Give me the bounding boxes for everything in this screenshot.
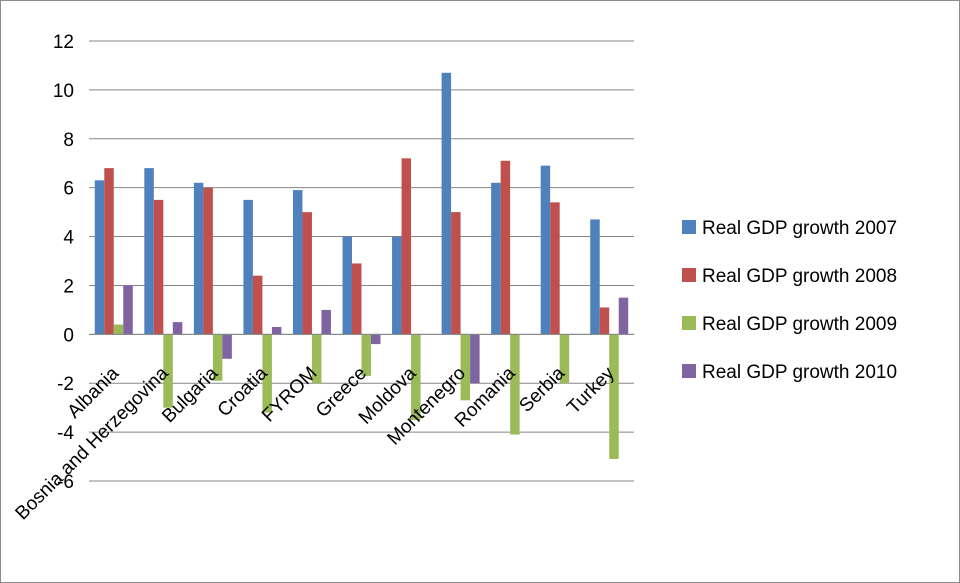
bar-greece-real-gdp-growth-2009 <box>361 334 371 376</box>
bar-bulgaria-real-gdp-growth-2009 <box>212 334 223 381</box>
legend: Real GDP growth 2007 Real GDP growth 2008… <box>682 218 897 383</box>
legend-label-real-gdp-growth-2009: Real GDP growth 2009 <box>702 314 897 335</box>
bar-turkey-real-gdp-growth-2007 <box>590 219 600 335</box>
bar-montenegro-real-gdp-growth-2009 <box>460 334 471 401</box>
bar-croatia-real-gdp-growth-2008 <box>252 275 263 335</box>
bar-turkey-real-gdp-growth-2010 <box>618 297 629 335</box>
bar-albania-real-gdp-growth-2008 <box>104 168 114 335</box>
bar-bosnia-and-herzegovina-real-gdp-growth-2010 <box>172 322 183 335</box>
legend-swatch-real-gdp-growth-2010 <box>682 364 696 378</box>
bar-croatia-real-gdp-growth-2010 <box>271 327 282 335</box>
bar-serbia-real-gdp-growth-2008 <box>550 202 560 335</box>
bar-croatia-real-gdp-growth-2007 <box>243 199 253 335</box>
bar-turkey-real-gdp-growth-2009 <box>609 334 619 459</box>
y-tick-label: 4 <box>63 228 74 249</box>
y-tick-label: 12 <box>53 32 74 53</box>
y-tick-label: 8 <box>63 130 74 151</box>
bar-albania-real-gdp-growth-2010 <box>123 285 133 335</box>
bar-bulgaria-real-gdp-growth-2010 <box>222 334 232 359</box>
x-tick-label-serbia: Serbia <box>515 363 569 417</box>
legend-label-real-gdp-growth-2007: Real GDP growth 2007 <box>702 218 897 239</box>
y-tick-label: -6 <box>57 472 74 493</box>
bar-romania-real-gdp-growth-2007 <box>491 182 501 335</box>
bar-turkey-real-gdp-growth-2008 <box>599 307 610 335</box>
bar-romania-real-gdp-growth-2009 <box>510 334 520 435</box>
y-tick-label: 10 <box>53 81 74 102</box>
bar-moldova-real-gdp-growth-2007 <box>392 236 402 335</box>
bar-montenegro-real-gdp-growth-2007 <box>441 72 452 335</box>
legend-swatch-real-gdp-growth-2007 <box>682 220 696 234</box>
bar-serbia-real-gdp-growth-2007 <box>540 165 551 335</box>
bar-greece-real-gdp-growth-2008 <box>352 263 362 335</box>
legend-label-real-gdp-growth-2008: Real GDP growth 2008 <box>702 266 897 287</box>
bar-serbia-real-gdp-growth-2009 <box>559 334 570 384</box>
bar-bosnia-and-herzegovina-real-gdp-growth-2009 <box>163 334 173 408</box>
bar-greece-real-gdp-growth-2007 <box>342 236 352 335</box>
bar-bosnia-and-herzegovina-real-gdp-growth-2008 <box>153 199 164 335</box>
y-tick-label: -4 <box>57 423 74 444</box>
y-axis-ticks: -6 -4 -2 0 2 4 6 8 10 12 <box>53 32 75 493</box>
bar-croatia-real-gdp-growth-2009 <box>262 334 272 413</box>
bar-albania-real-gdp-growth-2009 <box>113 324 124 335</box>
bar-albania-real-gdp-growth-2007 <box>94 180 105 335</box>
bar-romania-real-gdp-growth-2008 <box>500 160 511 335</box>
y-tick-label: 2 <box>63 276 74 297</box>
bar-greece-real-gdp-growth-2010 <box>371 334 381 345</box>
bar-bulgaria-real-gdp-growth-2007 <box>193 182 204 335</box>
y-tick-label: 6 <box>63 179 74 200</box>
bar-fyrom-real-gdp-growth-2008 <box>302 212 312 335</box>
y-tick-label: -2 <box>57 374 74 395</box>
bar-bulgaria-real-gdp-growth-2008 <box>203 187 213 335</box>
bar-moldova-real-gdp-growth-2009 <box>411 334 421 420</box>
legend-swatch-real-gdp-growth-2008 <box>682 268 696 282</box>
bar-fyrom-real-gdp-growth-2010 <box>321 309 331 335</box>
y-tick-label: 0 <box>63 325 74 346</box>
legend-swatch-real-gdp-growth-2009 <box>682 316 696 330</box>
bar-bosnia-and-herzegovina-real-gdp-growth-2007 <box>144 168 154 335</box>
bar-fyrom-real-gdp-growth-2009 <box>311 334 322 384</box>
bar-montenegro-real-gdp-growth-2008 <box>451 212 461 335</box>
bar-moldova-real-gdp-growth-2008 <box>401 158 412 335</box>
bars <box>94 72 629 459</box>
legend-label-real-gdp-growth-2010: Real GDP growth 2010 <box>702 362 897 383</box>
bar-fyrom-real-gdp-growth-2007 <box>292 190 303 335</box>
bar-montenegro-real-gdp-growth-2010 <box>470 334 480 384</box>
